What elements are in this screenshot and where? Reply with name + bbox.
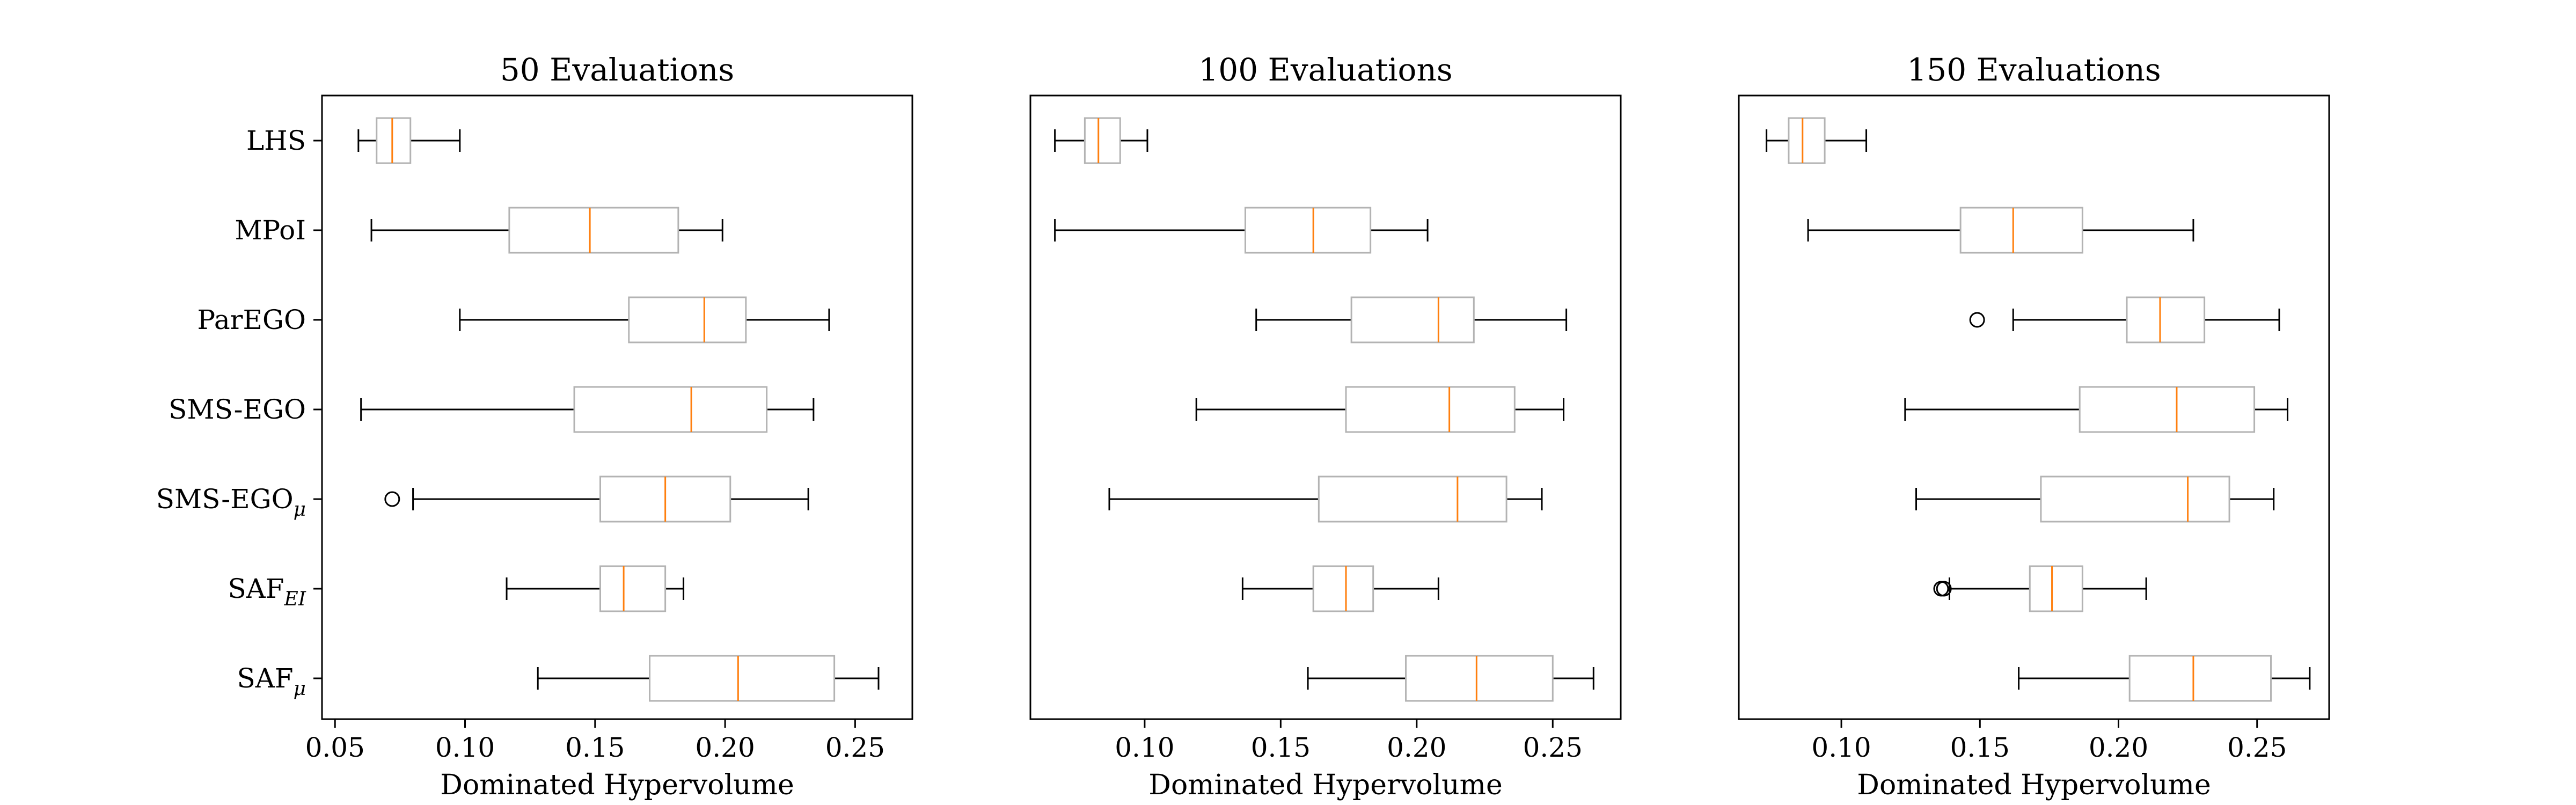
panel-3: 150 Evaluations 0.10 0.15 0.20 0.25 Dominated… [1738, 52, 2330, 801]
x-tick-label: 0.15 [1251, 732, 1311, 763]
category-subscript: μ [294, 678, 306, 700]
flier-point [1936, 581, 1952, 597]
box-group [1195, 386, 1565, 433]
box [2040, 475, 2230, 523]
panel-title: 50 Evaluations [500, 52, 734, 88]
x-tick-label: 0.10 [1115, 732, 1174, 763]
panel-title: 150 Evaluations [1907, 52, 2161, 88]
box-group [370, 207, 723, 254]
box-group [384, 475, 809, 523]
category-name: MPoI [235, 215, 306, 246]
box [2029, 565, 2083, 612]
box [1345, 386, 1516, 433]
box [573, 386, 768, 433]
x-tick-label: 0.20 [695, 732, 755, 763]
x-axis-label: Dominated Hypervolume [1148, 769, 1502, 801]
category-name: SMS-EGO [169, 394, 306, 425]
x-tick-label: 0.25 [1523, 732, 1583, 763]
x-axis-label: Dominated Hypervolume [440, 769, 794, 801]
box-group [1766, 117, 1868, 164]
box-group [1255, 296, 1568, 343]
box-group [1807, 207, 2194, 254]
x-tick-label: 0.25 [825, 732, 885, 763]
box-group [1904, 386, 2289, 433]
panel-1: 50 Evaluations 0.05 0.10 0.15 0.20 0.25 Domina… [156, 52, 913, 801]
x-tick-label: 0.15 [1950, 732, 2010, 763]
box [628, 296, 747, 343]
box [599, 565, 667, 612]
category-name: SAF [237, 663, 294, 694]
category-subscript: μ [294, 499, 306, 521]
box-group [537, 655, 880, 702]
axes-frame [1738, 94, 2330, 720]
box [1244, 207, 1372, 254]
category-label: ParEGO [197, 304, 306, 335]
box-group [1307, 655, 1594, 702]
box [1318, 475, 1507, 523]
x-tick-label: 0.20 [2089, 732, 2148, 763]
x-tick-label: 0.25 [2227, 732, 2287, 763]
box [2079, 386, 2256, 433]
axes-frame [321, 94, 913, 720]
box-group [357, 117, 461, 164]
flier-point [1969, 312, 1985, 328]
box-group [1933, 565, 2147, 612]
box [1084, 117, 1121, 164]
x-axis-label: Dominated Hypervolume [1857, 769, 2211, 801]
box-group [1054, 207, 1429, 254]
box-group [360, 386, 815, 433]
box [1405, 655, 1554, 702]
category-name: SAF [228, 573, 284, 604]
x-tick-label: 0.20 [1387, 732, 1446, 763]
category-label: MPoI [235, 215, 306, 246]
category-label: SAFEI [228, 573, 306, 610]
category-label: SMS-EGOμ [156, 484, 306, 521]
box [1959, 207, 2083, 254]
box-group [1969, 296, 2280, 343]
category-name: ParEGO [197, 304, 306, 335]
box [376, 117, 412, 164]
box-group [1915, 475, 2275, 523]
x-tick-label: 0.05 [305, 732, 365, 763]
box [1312, 565, 1374, 612]
box [2128, 655, 2272, 702]
box-group [1108, 475, 1543, 523]
box-group [1054, 117, 1148, 164]
category-label: SMS-EGO [169, 394, 306, 425]
category-label: LHS [246, 125, 306, 156]
axes-frame [1029, 94, 1622, 720]
category-name: SMS-EGO [156, 484, 294, 515]
box [508, 207, 679, 254]
x-tick-label: 0.10 [435, 732, 495, 763]
flier-point [384, 491, 400, 507]
box-group [1241, 565, 1439, 612]
box-group [506, 565, 685, 612]
box [649, 655, 836, 702]
box [2126, 296, 2206, 343]
box-group [2018, 655, 2311, 702]
x-tick-label: 0.15 [565, 732, 625, 763]
panel-2: 100 Evaluations 0.10 0.15 0.20 0.25 Dominated… [1029, 52, 1622, 801]
category-label: SAFμ [237, 663, 306, 700]
box [1788, 117, 1826, 164]
x-tick-label: 0.10 [1811, 732, 1871, 763]
category-name: LHS [246, 125, 306, 156]
category-subscript: EI [284, 588, 306, 610]
box [1350, 296, 1475, 343]
box-group [459, 296, 830, 343]
panel-title: 100 Evaluations [1198, 52, 1452, 88]
